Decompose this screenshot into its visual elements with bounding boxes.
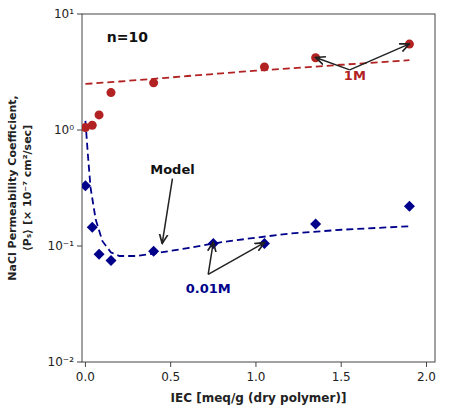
x-tick bbox=[426, 362, 427, 367]
y-tick bbox=[77, 130, 82, 131]
data-point bbox=[148, 246, 159, 257]
data-point bbox=[105, 255, 116, 266]
annotation-arrow bbox=[316, 57, 350, 69]
y-axis-label-line: NaCl Permeability Coefficient, bbox=[6, 95, 19, 280]
y-tick bbox=[77, 246, 82, 247]
data-point bbox=[404, 201, 415, 212]
plot-frame bbox=[82, 14, 435, 362]
data-point bbox=[259, 238, 270, 249]
data-point bbox=[310, 218, 321, 229]
data-point bbox=[94, 249, 105, 260]
x-tick-label: 0.5 bbox=[161, 370, 180, 384]
plot-marks bbox=[82, 40, 415, 266]
model-line bbox=[85, 121, 409, 256]
annotation: n=10 bbox=[107, 29, 148, 45]
data-point bbox=[88, 121, 97, 130]
x-tick-label: 1.0 bbox=[246, 370, 265, 384]
annotation-arrow bbox=[208, 243, 264, 275]
x-tick bbox=[255, 362, 256, 367]
x-tick bbox=[341, 362, 342, 367]
annotation: 0.01M bbox=[186, 281, 231, 296]
y-tick bbox=[77, 14, 82, 15]
data-point bbox=[82, 180, 91, 191]
x-tick-label: 2.0 bbox=[417, 370, 436, 384]
x-tick bbox=[170, 362, 171, 367]
x-tick-label: 1.5 bbox=[332, 370, 351, 384]
x-tick-label: 0.0 bbox=[76, 370, 95, 384]
annotation-arrow bbox=[350, 44, 410, 70]
y-tick bbox=[77, 362, 82, 363]
data-point bbox=[95, 110, 104, 119]
y-axis-label: NaCl Permeability Coefficient,⟨Pₛ⟩ [× 10… bbox=[6, 95, 34, 280]
annotation: Model bbox=[150, 162, 194, 177]
model-line bbox=[85, 60, 409, 84]
data-point bbox=[149, 78, 158, 87]
y-axis-label-line: ⟨Pₛ⟩ [× 10⁻⁷ cm²/sec] bbox=[21, 125, 34, 251]
annotation: 1M bbox=[344, 68, 366, 83]
y-tick-label: 10⁻² bbox=[48, 355, 75, 369]
annotation-arrow bbox=[162, 179, 172, 244]
data-point bbox=[260, 62, 269, 71]
data-point bbox=[106, 88, 115, 97]
y-tick-label: 10⁻¹ bbox=[48, 239, 75, 253]
chart: 0.0 0.5 1.0 1.5 2.0 10⁻² 10⁻¹ 10⁰ 10¹ IEC [meq/g … bbox=[0, 0, 450, 420]
y-tick-label: 10¹ bbox=[54, 7, 74, 21]
annotation-arrow bbox=[208, 242, 213, 274]
data-point bbox=[87, 222, 98, 233]
x-tick bbox=[85, 362, 86, 367]
x-axis-label: IEC [meq/g (dry polymer)] bbox=[171, 391, 347, 405]
y-tick-label: 10⁰ bbox=[54, 123, 74, 137]
